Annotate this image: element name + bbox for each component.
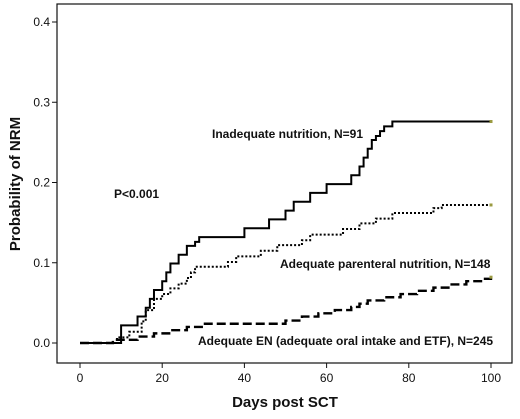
y-tick-label: 0.1 — [33, 256, 50, 270]
censor-marker — [489, 275, 493, 279]
series-line-2 — [80, 277, 493, 345]
x-tick-label: 100 — [481, 371, 501, 385]
y-tick-label: 0.2 — [33, 176, 50, 190]
x-tick-label: 60 — [320, 371, 334, 385]
y-tick-label: 0.4 — [33, 15, 50, 29]
x-tick-label: 20 — [156, 371, 170, 385]
y-axis: 0.0 0.1 0.2 0.3 0.4 — [33, 15, 57, 350]
x-tick-label: 80 — [402, 371, 416, 385]
series-layer — [80, 120, 493, 345]
series-label-parenteral: Adequate parenteral nutrition, N=148 — [280, 257, 491, 271]
x-tick-label: 40 — [238, 371, 252, 385]
y-tick-label: 0.3 — [33, 95, 50, 109]
p-value-annotation: P<0.001 — [114, 187, 159, 201]
x-axis-label: Days post SCT — [232, 394, 338, 411]
x-tick-label: 0 — [77, 371, 84, 385]
series-label-inadequate: Inadequate nutrition, N=91 — [212, 127, 363, 141]
plot-frame — [56, 3, 513, 364]
series-line-1 — [80, 203, 491, 344]
series-line-0 — [80, 120, 491, 344]
censor-marker — [489, 120, 493, 124]
y-tick-label: 0.0 — [33, 336, 50, 350]
x-axis: 0 20 40 60 80 100 — [77, 363, 501, 385]
censor-marker — [489, 203, 493, 207]
y-axis-label: Probability of NRM — [7, 117, 24, 251]
series-label-en: Adequate EN (adequate oral intake and ET… — [198, 334, 493, 348]
